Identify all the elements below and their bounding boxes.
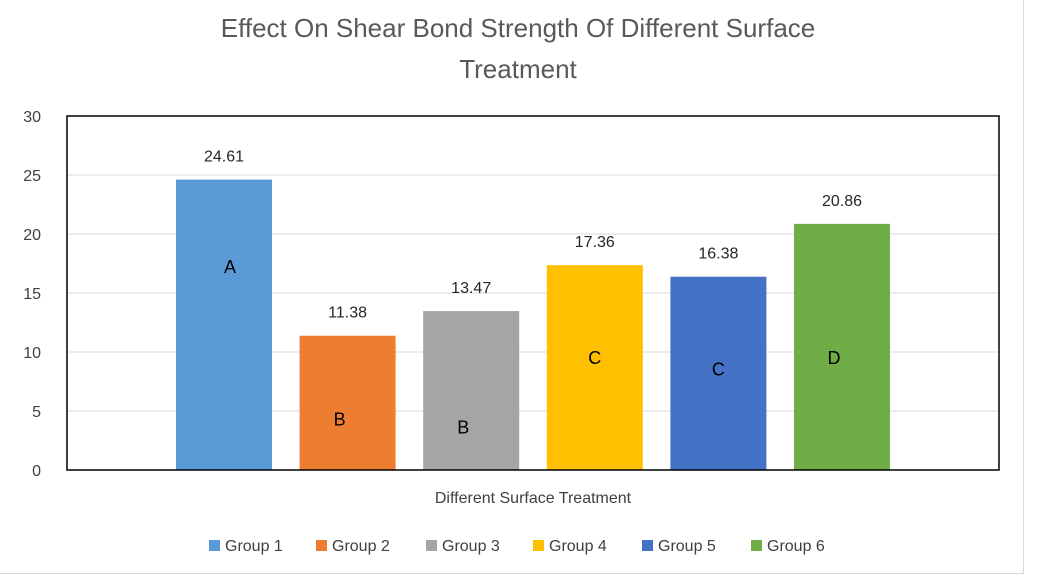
x-axis-title: Different Surface Treatment bbox=[435, 490, 632, 507]
legend-label: Group 6 bbox=[767, 538, 825, 555]
legend-label: Group 1 bbox=[225, 538, 283, 555]
bar-group-3 bbox=[423, 311, 520, 470]
legend-label: Group 3 bbox=[442, 538, 500, 555]
bar-value-label: 17.36 bbox=[575, 234, 615, 251]
legend-label: Group 4 bbox=[549, 538, 607, 555]
y-tick-label: 15 bbox=[23, 286, 41, 303]
bar-group-4 bbox=[546, 265, 643, 470]
bar-group-6 bbox=[794, 223, 890, 470]
y-axis-ticks: 0 5 10 15 20 25 30 bbox=[23, 109, 41, 480]
data-labels: 24.61 A 11.38 B 13.47 B 17.36 C 16.38 C 20.86 D bbox=[204, 149, 862, 438]
legend-swatch bbox=[751, 540, 762, 551]
y-tick-label: 30 bbox=[23, 109, 41, 126]
bar-group-2 bbox=[299, 335, 396, 470]
bar-group-letter: C bbox=[588, 348, 601, 368]
y-tick-label: 5 bbox=[32, 404, 41, 421]
y-tick-label: 10 bbox=[23, 345, 41, 362]
bars bbox=[176, 179, 890, 471]
legend-label: Group 2 bbox=[332, 538, 390, 555]
plot-area-border bbox=[66, 115, 1000, 471]
bar-value-label: 11.38 bbox=[328, 305, 367, 322]
legend-swatch bbox=[533, 540, 544, 551]
legend-label: Group 5 bbox=[658, 538, 716, 555]
chart-title-line-1: Effect On Shear Bond Strength Of Differe… bbox=[221, 13, 815, 43]
bar-group-letter: A bbox=[224, 257, 236, 277]
y-tick-label: 20 bbox=[23, 227, 41, 244]
y-tick-label: 0 bbox=[32, 463, 41, 480]
bar-value-label: 16.38 bbox=[698, 246, 738, 263]
bar-group-1 bbox=[176, 179, 272, 471]
y-tick-label: 25 bbox=[23, 168, 41, 185]
legend: Group 1 Group 2 Group 3 Group 4 Group 5 Group… bbox=[209, 538, 825, 555]
bar-group-letter: C bbox=[712, 360, 725, 380]
legend-swatch bbox=[426, 540, 437, 551]
bar-group-letter: B bbox=[457, 418, 469, 438]
bar-group-5 bbox=[670, 276, 767, 470]
legend-swatch bbox=[642, 540, 653, 551]
bar-value-label: 13.47 bbox=[451, 280, 491, 297]
bar-value-label: 20.86 bbox=[822, 193, 862, 210]
bar-value-label: 24.61 bbox=[204, 149, 244, 166]
legend-swatch bbox=[316, 540, 327, 551]
legend-swatch bbox=[209, 540, 220, 551]
bar-group-letter: B bbox=[334, 409, 346, 429]
chart-title-line-2: Treatment bbox=[459, 54, 577, 84]
bar-group-letter: D bbox=[828, 348, 841, 368]
